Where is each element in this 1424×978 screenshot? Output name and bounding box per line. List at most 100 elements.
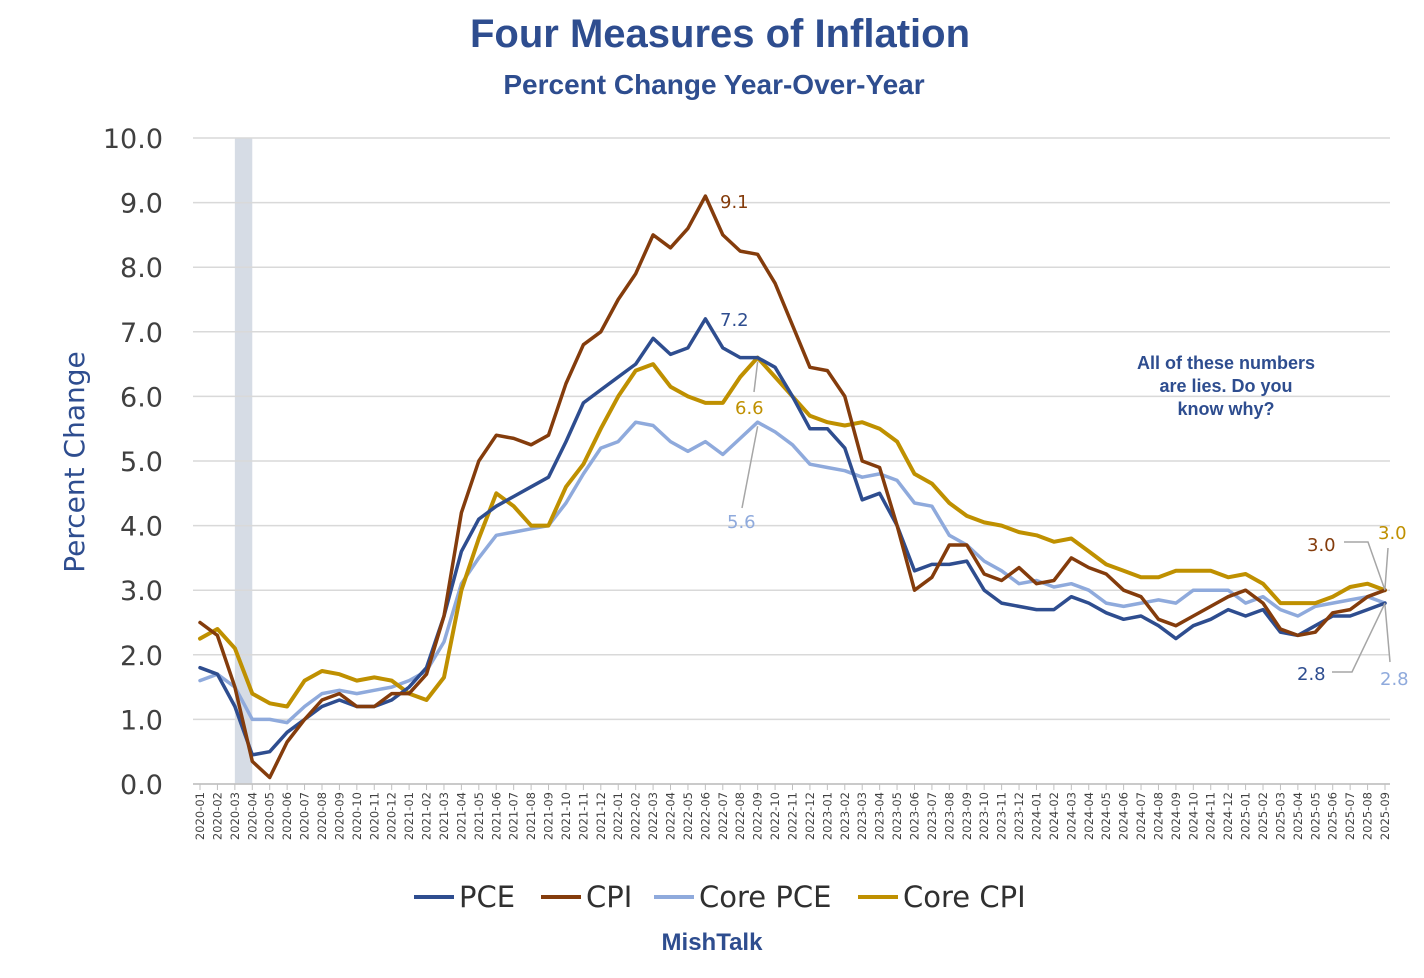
x-tick-label: 2023-12 bbox=[1012, 792, 1026, 840]
x-tick-label: 2024-05 bbox=[1099, 792, 1113, 840]
x-tick-label: 2023-10 bbox=[977, 792, 991, 840]
note-line-2: are lies. Do you bbox=[1159, 376, 1292, 396]
x-tick-label: 2022-05 bbox=[681, 792, 695, 840]
leader-cpi-latest bbox=[1344, 541, 1386, 591]
x-tick-label: 2020-03 bbox=[228, 792, 242, 840]
x-tick-label: 2023-09 bbox=[960, 792, 974, 840]
legend-label-core-pce: Core PCE bbox=[699, 880, 831, 914]
x-tick-label: 2022-03 bbox=[646, 792, 660, 840]
x-tick-label: 2024-02 bbox=[1047, 792, 1061, 840]
x-tick-label: 2023-01 bbox=[820, 792, 834, 840]
x-tick-label: 2020-10 bbox=[350, 792, 364, 840]
x-tick-label: 2022-06 bbox=[698, 792, 712, 840]
callout-pce-peak: 7.2 bbox=[720, 310, 749, 331]
x-tick-label: 2024-07 bbox=[1134, 792, 1148, 840]
x-tick-label: 2023-02 bbox=[838, 792, 852, 840]
x-tick-label: 2024-09 bbox=[1169, 792, 1183, 840]
callout-cpi-latest: 3.0 bbox=[1307, 535, 1336, 556]
y-tick-label: 2.0 bbox=[120, 641, 163, 672]
y-tick-label: 9.0 bbox=[120, 189, 163, 220]
series-line-cpi bbox=[198, 194, 1387, 780]
x-tick-label: 2020-09 bbox=[332, 792, 346, 840]
y-tick-label: 8.0 bbox=[120, 253, 163, 284]
x-tick-label: 2021-03 bbox=[437, 792, 451, 840]
y-tick-label: 10.0 bbox=[103, 124, 163, 155]
series-lines bbox=[198, 194, 1387, 780]
x-tick-label: 2024-01 bbox=[1029, 792, 1043, 840]
x-tick-label: 2024-04 bbox=[1082, 792, 1096, 840]
note-line-3: know why? bbox=[1177, 399, 1274, 419]
x-tick-label: 2022-12 bbox=[803, 792, 817, 840]
x-tick-label: 2022-01 bbox=[611, 792, 625, 840]
x-tick-label: 2020-01 bbox=[193, 792, 207, 840]
leader-core-pce-latest bbox=[1384, 605, 1391, 663]
x-tick-label: 2024-10 bbox=[1186, 792, 1200, 840]
legend-label-core-cpi: Core CPI bbox=[903, 880, 1026, 914]
x-tick-label: 2022-11 bbox=[786, 792, 800, 840]
leader-core-cpi-peak bbox=[753, 361, 759, 393]
gridlines bbox=[193, 137, 1390, 785]
x-tick-label: 2021-12 bbox=[594, 792, 608, 840]
x-tick-label: 2021-05 bbox=[472, 792, 486, 840]
series-line-pce bbox=[198, 317, 1387, 757]
callout-leaders bbox=[741, 361, 1391, 673]
leader-core-cpi-latest bbox=[1384, 547, 1389, 589]
x-tick-label: 2023-08 bbox=[942, 792, 956, 840]
x-tick-label: 2022-02 bbox=[629, 792, 643, 840]
x-tick-label: 2021-11 bbox=[576, 792, 590, 840]
x-axis-ticks: 2020-01 2020-02 2020-03 2020-04 2020-05 2020-… bbox=[193, 784, 1392, 840]
callout-core-pce-peak: 5.6 bbox=[727, 512, 756, 533]
x-tick-label: 2023-04 bbox=[873, 792, 887, 840]
y-tick-label: 7.0 bbox=[120, 318, 163, 349]
note-line-1: All of these numbers bbox=[1137, 353, 1315, 373]
x-tick-label: 2022-08 bbox=[733, 792, 747, 840]
x-tick-label: 2020-04 bbox=[245, 792, 259, 840]
x-tick-label: 2025-01 bbox=[1239, 792, 1253, 840]
legend-label-cpi: CPI bbox=[586, 880, 632, 914]
x-tick-label: 2025-05 bbox=[1308, 792, 1322, 840]
x-tick-label: 2022-07 bbox=[716, 792, 730, 840]
x-tick-label: 2025-03 bbox=[1273, 792, 1287, 840]
x-tick-label: 2025-07 bbox=[1343, 792, 1357, 840]
y-axis-label: Percent Change bbox=[58, 351, 91, 572]
x-tick-label: 2024-08 bbox=[1151, 792, 1165, 840]
x-tick-label: 2021-10 bbox=[559, 792, 573, 840]
x-tick-label: 2021-07 bbox=[507, 792, 521, 840]
x-tick-label: 2021-01 bbox=[402, 792, 416, 840]
x-tick-label: 2020-12 bbox=[385, 792, 399, 840]
x-tick-label: 2020-11 bbox=[367, 792, 381, 840]
x-tick-label: 2025-09 bbox=[1378, 792, 1392, 840]
legend-label-pce: PCE bbox=[459, 880, 515, 914]
x-tick-label: 2024-12 bbox=[1221, 792, 1235, 840]
leader-pce-latest bbox=[1332, 602, 1386, 673]
x-tick-label: 2020-07 bbox=[298, 792, 312, 840]
y-tick-label: 0.0 bbox=[120, 770, 163, 801]
y-tick-label: 5.0 bbox=[120, 447, 163, 478]
x-tick-label: 2021-09 bbox=[542, 792, 556, 840]
x-tick-label: 2020-02 bbox=[210, 792, 224, 840]
x-tick-label: 2025-08 bbox=[1361, 792, 1375, 840]
x-tick-label: 2025-06 bbox=[1326, 792, 1340, 840]
y-axis-ticks: 0.0 1.0 2.0 3.0 4.0 5.0 6.0 7.0 8.0 9.0 10.0 bbox=[103, 124, 163, 801]
y-tick-label: 4.0 bbox=[120, 512, 163, 543]
x-tick-label: 2020-06 bbox=[280, 792, 294, 840]
x-tick-label: 2023-06 bbox=[907, 792, 921, 840]
y-tick-label: 1.0 bbox=[120, 705, 163, 736]
x-tick-label: 2024-11 bbox=[1204, 792, 1218, 840]
x-tick-label: 2025-02 bbox=[1256, 792, 1270, 840]
y-tick-label: 6.0 bbox=[120, 382, 163, 413]
x-tick-label: 2022-10 bbox=[768, 792, 782, 840]
x-tick-label: 2024-06 bbox=[1117, 792, 1131, 840]
x-tick-label: 2021-02 bbox=[420, 792, 434, 840]
footer-brand: MishTalk bbox=[662, 929, 764, 956]
callout-cpi-peak: 9.1 bbox=[720, 192, 749, 213]
callout-core-cpi-latest: 3.0 bbox=[1378, 523, 1407, 544]
callout-core-pce-latest: 2.8 bbox=[1380, 669, 1409, 690]
x-tick-label: 2021-04 bbox=[454, 792, 468, 840]
x-tick-label: 2022-09 bbox=[751, 792, 765, 840]
x-tick-label: 2023-05 bbox=[890, 792, 904, 840]
x-tick-label: 2021-06 bbox=[489, 792, 503, 840]
legend: PCE CPI Core PCE Core CPI bbox=[414, 880, 1026, 914]
x-tick-label: 2023-03 bbox=[855, 792, 869, 840]
